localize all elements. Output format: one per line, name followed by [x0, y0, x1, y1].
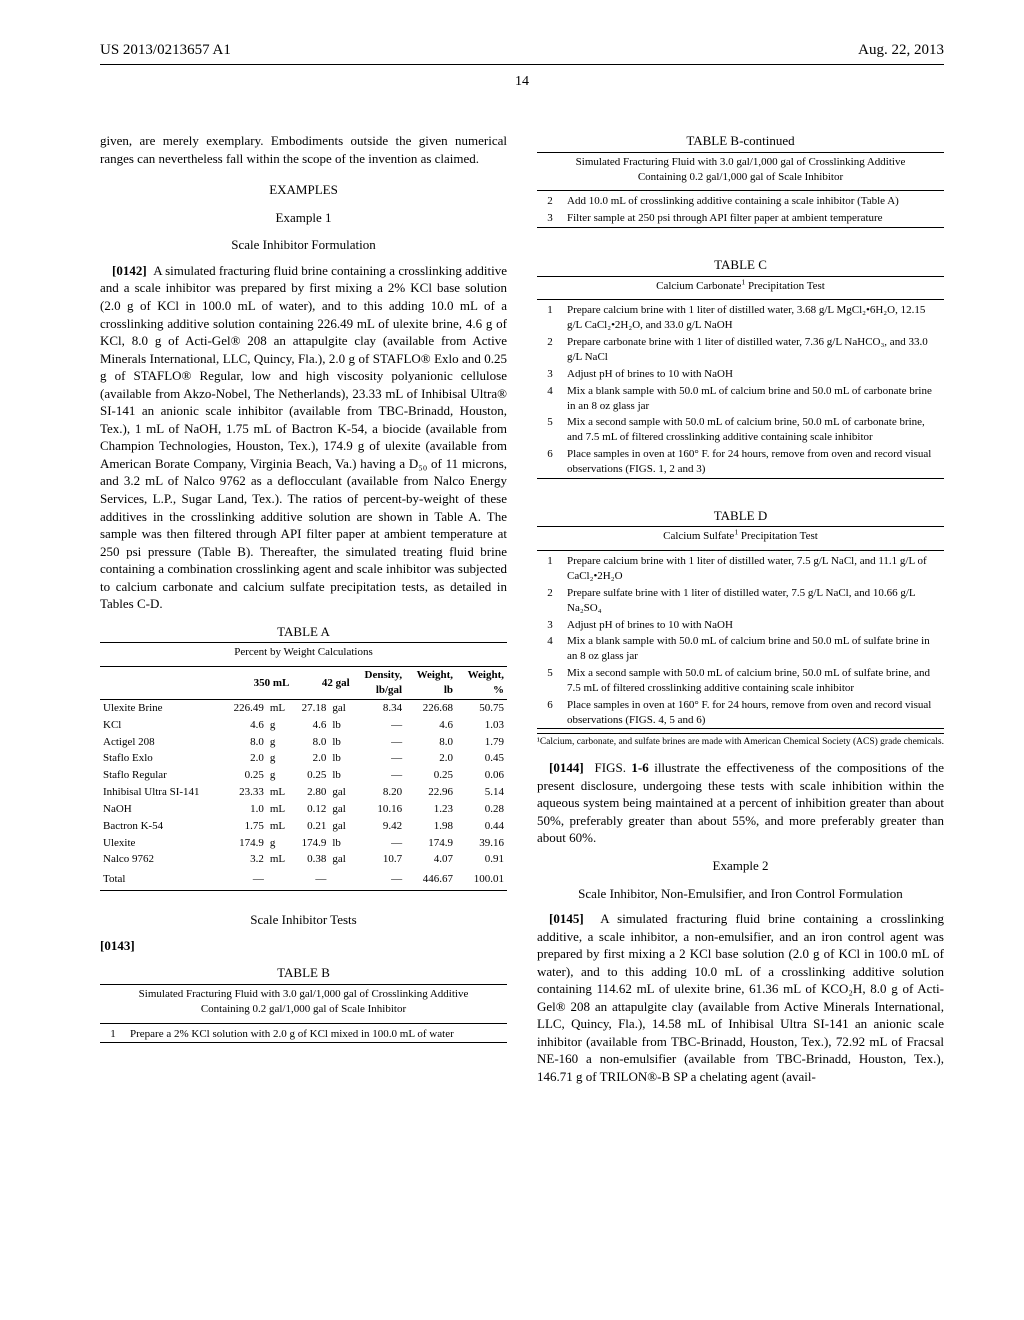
page-header: US 2013/0213657 A1 Aug. 22, 2013	[100, 40, 944, 65]
table-row: 2Prepare carbonate brine with 1 liter of…	[537, 334, 944, 366]
table-row: 1Prepare a 2% KCl solution with 2.0 g of…	[100, 1026, 507, 1043]
para-number: [0142]	[112, 263, 147, 278]
table-row: Ulexite174.9g174.9lb—174.939.16	[100, 835, 507, 852]
table-rule	[100, 984, 507, 985]
examples-heading: EXAMPLES	[100, 181, 507, 199]
table-row: Inhibisal Ultra SI-14123.33mL2.80gal8.20…	[100, 784, 507, 801]
table-c: 1Prepare calcium brine with 1 liter of d…	[537, 302, 944, 478]
table-a-caption: Percent by Weight Calculations	[100, 645, 507, 660]
paragraph-0145: [0145] A simulated fracturing fluid brin…	[537, 910, 944, 1085]
table-rule	[537, 190, 944, 191]
table-row: 1Prepare calcium brine with 1 liter of d…	[537, 302, 944, 334]
table-b: 1Prepare a 2% KCl solution with 2.0 g of…	[100, 1026, 507, 1044]
table-b-caption: Simulated Fracturing Fluid with 3.0 gal/…	[100, 987, 507, 1017]
table-rule	[537, 299, 944, 300]
table-row: Staflo Regular0.25g0.25lb—0.250.06	[100, 767, 507, 784]
col-weightlb: Weight,lb	[405, 667, 456, 700]
table-row: Ulexite Brine226.49mL27.18gal8.34226.685…	[100, 699, 507, 716]
table-b-continued: 2Add 10.0 mL of crosslinking additive co…	[537, 193, 944, 228]
table-row: Staflo Exlo2.0g2.0lb—2.00.45	[100, 750, 507, 767]
table-d-caption: Calcium Sulfate1 Precipitation Test	[537, 529, 944, 544]
table-row: 3Filter sample at 250 psi through API fi…	[537, 210, 944, 227]
page-container: US 2013/0213657 A1 Aug. 22, 2013 14 give…	[0, 0, 1024, 1152]
para-text: A simulated fracturing fluid brine conta…	[537, 911, 944, 1084]
paragraph-0144: [0144] FIGS. 1-6 illustrate the effectiv…	[537, 759, 944, 847]
right-column: TABLE B-continued Simulated Fracturing F…	[537, 132, 944, 1091]
left-column: given, are merely exemplary. Embodiments…	[100, 132, 507, 1091]
table-row: 2Prepare sulfate brine with 1 liter of d…	[537, 585, 944, 617]
table-rule	[100, 1023, 507, 1024]
table-row: 6Place samples in oven at 160° F. for 24…	[537, 697, 944, 729]
example2-heading: Example 2	[537, 857, 944, 875]
table-row: 1Prepare calcium brine with 1 liter of d…	[537, 553, 944, 585]
table-row: KCl4.6g4.6lb—4.61.03	[100, 717, 507, 734]
page-number: 14	[100, 73, 944, 92]
table-b-cont-title: TABLE B-continued	[537, 132, 944, 150]
table-rule	[100, 642, 507, 643]
table-c-caption: Calcium Carbonate1 Precipitation Test	[537, 279, 944, 294]
publication-date: Aug. 22, 2013	[858, 40, 944, 60]
example2-subheading: Scale Inhibitor, Non-Emulsifier, and Iro…	[537, 885, 944, 903]
example1-subheading: Scale Inhibitor Formulation	[100, 236, 507, 254]
para-number: [0145]	[549, 911, 584, 926]
table-row: Nalco 97623.2mL0.38gal10.74.070.91	[100, 851, 507, 868]
table-row: 2Add 10.0 mL of crosslinking additive co…	[537, 193, 944, 210]
table-row: 5Mix a second sample with 50.0 mL of cal…	[537, 414, 944, 446]
table-rule	[537, 152, 944, 153]
table-a: 350 mL 42 gal Density,lb/gal Weight,lb W…	[100, 666, 507, 891]
para-number: [0144]	[549, 760, 584, 775]
table-row: 3Adjust pH of brines to 10 with NaOH	[537, 617, 944, 634]
table-row: Actigel 2088.0g8.0lb—8.01.79	[100, 734, 507, 751]
paragraph-0143: [0143]	[100, 937, 507, 955]
col-weightpct: Weight,%	[456, 667, 507, 700]
table-row: 6Place samples in oven at 160° F. for 24…	[537, 446, 944, 478]
table-row: 3Adjust pH of brines to 10 with NaOH	[537, 366, 944, 383]
table-rule	[537, 526, 944, 527]
two-column-layout: given, are merely exemplary. Embodiments…	[100, 132, 944, 1091]
example1-heading: Example 1	[100, 209, 507, 227]
intro-paragraph: given, are merely exemplary. Embodiments…	[100, 132, 507, 167]
table-row: 4Mix a blank sample with 50.0 mL of calc…	[537, 383, 944, 415]
table-b-title: TABLE B	[100, 964, 507, 982]
table-d: 1Prepare calcium brine with 1 liter of d…	[537, 553, 944, 729]
para-text: FIGS. 1-6 illustrate the effectiveness o…	[537, 760, 944, 845]
col-density: Density,lb/gal	[353, 667, 405, 700]
table-a-title: TABLE A	[100, 623, 507, 641]
para-text: A simulated fracturing fluid brine conta…	[100, 263, 507, 611]
table-b-cont-caption: Simulated Fracturing Fluid with 3.0 gal/…	[537, 155, 944, 185]
col-350ml: 350 mL	[223, 667, 292, 700]
table-row: 4Mix a blank sample with 50.0 mL of calc…	[537, 633, 944, 665]
table-d-footnote: ¹Calcium, carbonate, and sulfate brines …	[537, 733, 944, 749]
scale-tests-heading: Scale Inhibitor Tests	[100, 911, 507, 929]
table-row: 5Mix a second sample with 50.0 mL of cal…	[537, 665, 944, 697]
table-row: NaOH1.0mL0.12gal10.161.230.28	[100, 801, 507, 818]
col-42gal: 42 gal	[292, 667, 352, 700]
table-rule	[537, 550, 944, 551]
table-row: Bactron K-541.75mL0.21gal9.421.980.44	[100, 818, 507, 835]
publication-number: US 2013/0213657 A1	[100, 40, 231, 60]
para-number: [0143]	[100, 938, 135, 953]
table-d-title: TABLE D	[537, 507, 944, 525]
table-c-title: TABLE C	[537, 256, 944, 274]
paragraph-0142: [0142] A simulated fracturing fluid brin…	[100, 262, 507, 613]
